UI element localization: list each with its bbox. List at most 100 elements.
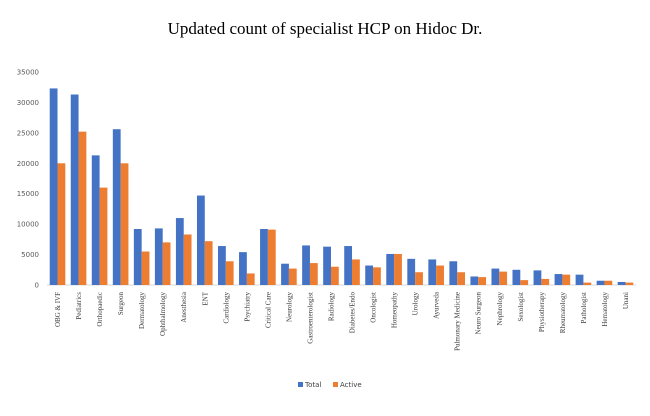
y-tick-label: 10000 [17, 221, 39, 229]
bar-total [575, 274, 584, 285]
chart-title: Updated count of specialist HCP on Hidoc… [168, 19, 483, 38]
x-tick-label: Homeopathy [391, 292, 399, 329]
bar-active [478, 277, 487, 285]
bar-active [415, 272, 423, 285]
bar-total [260, 229, 268, 285]
x-tick-label: Physiotherapy [538, 292, 546, 333]
bar-active [120, 163, 129, 285]
bar-active [267, 229, 276, 285]
bar-total [133, 229, 142, 285]
bar-total [70, 94, 79, 286]
x-tick-label: Anesthesia [180, 291, 188, 323]
bar-active [162, 242, 171, 285]
x-tick-label: Cardiology [222, 292, 230, 324]
bar-active [520, 280, 529, 285]
bar-active [288, 268, 297, 285]
x-tick-label: Urology [412, 292, 420, 316]
bar-active [436, 265, 444, 285]
bar-active [141, 251, 150, 285]
x-tick-label: Diabetes/Endo [349, 292, 357, 334]
bar-active [204, 241, 213, 285]
bar-active [541, 278, 550, 285]
legend-label-active: Active [340, 381, 362, 389]
bar-active [246, 273, 255, 285]
bar-total [344, 246, 353, 285]
bar-active [352, 259, 360, 285]
x-tick-label: Orthopaedic [96, 292, 104, 327]
bar-total [91, 155, 100, 285]
legend-label-total: Total [304, 381, 321, 389]
bar-active [57, 163, 66, 285]
bar-active [457, 272, 465, 285]
bar-total [617, 281, 626, 285]
y-tick-label: 30000 [17, 99, 39, 107]
x-tick-label: Neuro Surgeon [475, 292, 483, 335]
bar-total [365, 265, 374, 285]
bars [49, 88, 634, 286]
x-tick-label: Radiology [327, 292, 335, 322]
bar-total [175, 218, 184, 285]
bar-total [239, 252, 247, 285]
x-tick-label: Pathologist [580, 292, 588, 324]
x-tick-label: Sexologist [517, 292, 525, 322]
x-tick-label: Unani [622, 292, 630, 309]
bar-active [183, 234, 192, 285]
bar-active [604, 280, 613, 285]
x-tick-label: Surgeon [117, 292, 125, 316]
x-tick-label: Oncologist [370, 292, 378, 323]
bar-active [225, 261, 234, 285]
bar-active [99, 187, 108, 285]
y-tick-label: 20000 [17, 160, 39, 168]
x-tick-label: Dermatology [138, 292, 146, 329]
bar-total [302, 245, 310, 285]
x-axis: OBG & IVF Pediatrics Orthopaedic Surgeon Der… [47, 284, 636, 351]
bar-total [554, 274, 563, 285]
bar-total [196, 195, 205, 285]
bar-total [596, 280, 605, 285]
bar-active [625, 282, 634, 285]
y-tick-label: 5000 [21, 251, 39, 259]
bar-active [309, 263, 318, 285]
bar-active [583, 282, 592, 285]
y-tick-label: 0 [35, 282, 39, 290]
bar-active [562, 274, 571, 285]
y-tick-label: 25000 [17, 129, 39, 137]
x-tick-label: Neurology [285, 292, 293, 322]
bar-total [407, 258, 416, 285]
bar-active [373, 267, 381, 285]
x-tick-label: Pulmonary Medicine [454, 292, 462, 351]
legend: Total Active [298, 381, 362, 389]
y-axis: 0 5000 10000 15000 20000 25000 30000 35000 [17, 69, 39, 290]
bar-total [449, 261, 458, 285]
x-tick-label: Gastroenterologist [306, 292, 314, 344]
legend-swatch-total [298, 382, 303, 387]
x-tick-label: Critical Care [264, 292, 272, 328]
bar-total [112, 129, 121, 285]
bar-total [470, 276, 479, 285]
y-tick-label: 15000 [17, 190, 39, 198]
x-tick-label: OBG & IVF [54, 292, 62, 327]
bar-total [154, 228, 163, 285]
bar-active [330, 266, 339, 285]
bar-active [394, 253, 402, 285]
x-tick-label: Rheumatology [559, 292, 567, 334]
x-tick-label: Psychiatry [243, 292, 251, 322]
bar-total [281, 263, 289, 285]
bar-total [49, 88, 58, 286]
bar-total [512, 269, 521, 285]
bar-total [491, 268, 500, 285]
y-tick-label: 35000 [17, 69, 39, 77]
bar-total [218, 246, 226, 285]
x-tick-label: Ophthalmology [159, 292, 167, 336]
x-tick-label: ENT [201, 291, 209, 305]
x-tick-label: Hematology [601, 292, 609, 327]
bar-total [323, 246, 331, 285]
bar-active [499, 271, 508, 285]
x-tick-label: Pediatrics [75, 292, 83, 320]
bar-total [386, 253, 395, 285]
x-tick-label: Nephrology [496, 292, 504, 326]
legend-swatch-active [333, 382, 338, 387]
x-tick-label: Ayurveda [433, 291, 441, 319]
